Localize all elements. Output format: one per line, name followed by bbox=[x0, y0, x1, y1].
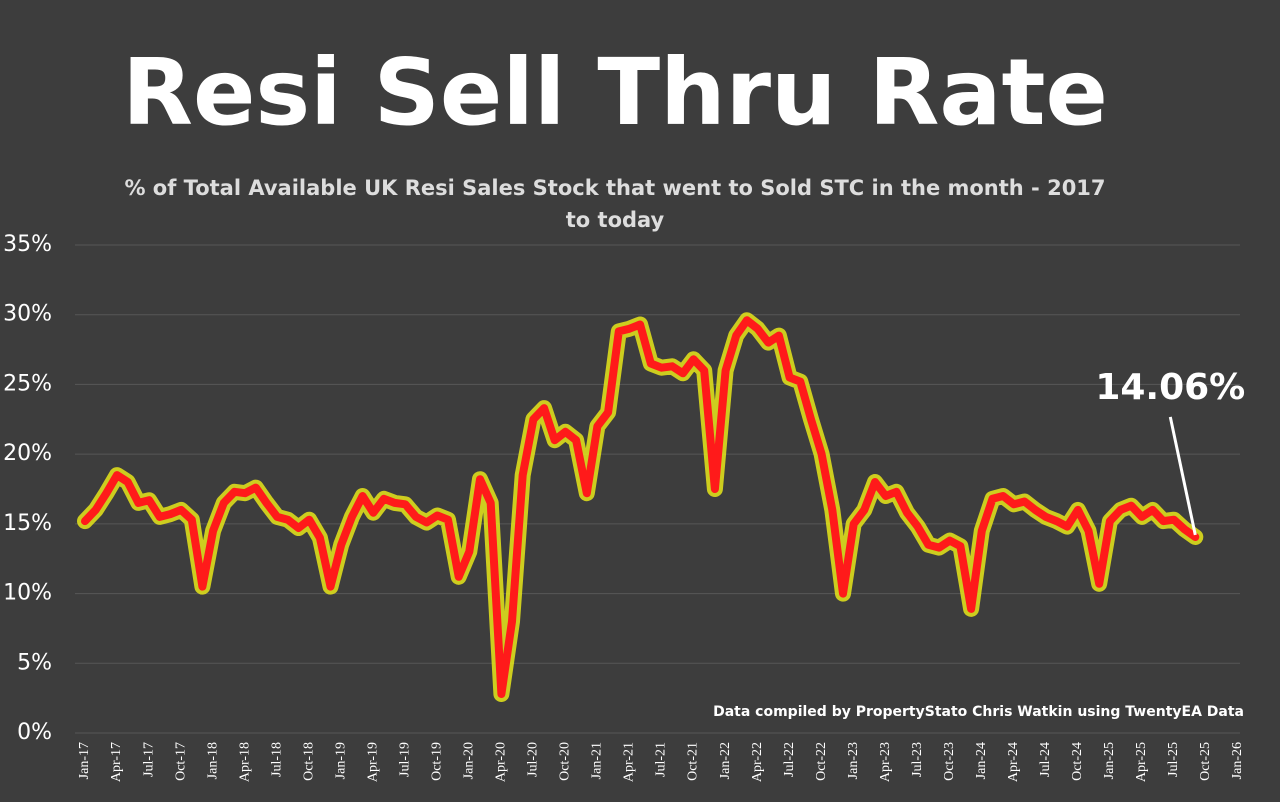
y-tick-label: 25% bbox=[3, 371, 52, 396]
x-tick-label: Apr-25 bbox=[1134, 742, 1149, 782]
x-tick-label: Oct-22 bbox=[814, 742, 829, 781]
x-tick-label: Jul-25 bbox=[1166, 742, 1181, 777]
x-tick-label: Apr-24 bbox=[1006, 742, 1021, 782]
source-note: Data compiled by PropertyStato Chris Wat… bbox=[713, 704, 1244, 720]
x-tick-label: Jan-20 bbox=[462, 742, 477, 779]
x-tick-label: Jan-26 bbox=[1230, 742, 1245, 779]
y-tick-label: 35% bbox=[3, 232, 52, 257]
x-tick-label: Oct-21 bbox=[686, 742, 701, 781]
chart-subtitle: % of Total Available UK Resi Sales Stock… bbox=[124, 176, 1106, 232]
x-tick-label: Apr-19 bbox=[365, 742, 380, 782]
x-tick-label: Jul-20 bbox=[526, 742, 541, 777]
x-tick-label: Apr-21 bbox=[622, 742, 637, 782]
x-tick-label: Apr-18 bbox=[237, 742, 252, 782]
y-tick-label: 30% bbox=[3, 302, 52, 327]
x-tick-label: Oct-19 bbox=[430, 742, 445, 781]
x-tick-label: Apr-22 bbox=[750, 742, 765, 782]
x-tick-label: Oct-18 bbox=[301, 742, 316, 781]
x-tick-label: Oct-24 bbox=[1070, 742, 1085, 781]
y-tick-label: 15% bbox=[3, 511, 52, 536]
y-tick-label: 10% bbox=[3, 581, 52, 606]
x-tick-label: Jul-23 bbox=[910, 742, 925, 777]
x-tick-label: Jan-22 bbox=[718, 742, 733, 779]
x-tick-label: Jan-17 bbox=[77, 742, 92, 779]
y-tick-label: 0% bbox=[17, 720, 52, 745]
x-tick-label: Jul-17 bbox=[141, 742, 156, 777]
line bbox=[81, 316, 1200, 698]
x-tick-label: Apr-23 bbox=[878, 742, 893, 782]
x-tick-label: Jul-22 bbox=[782, 742, 797, 777]
x-tick-label: Jul-24 bbox=[1038, 742, 1053, 777]
x-tick-label: Jan-18 bbox=[205, 742, 220, 779]
x-tick-label: Jan-21 bbox=[590, 742, 605, 779]
x-tick-label: Oct-20 bbox=[558, 742, 573, 781]
x-tick-label: Oct-23 bbox=[942, 742, 957, 781]
x-tick-label: Jul-21 bbox=[654, 742, 669, 777]
y-tick-label: 20% bbox=[3, 441, 52, 466]
x-tick-label: Jan-24 bbox=[974, 742, 989, 779]
x-tick-label: Jul-19 bbox=[397, 742, 412, 777]
x-tick-label: Oct-25 bbox=[1198, 742, 1213, 781]
x-tick-label: Apr-20 bbox=[494, 742, 509, 782]
x-tick-label: Oct-17 bbox=[173, 742, 188, 781]
x-tick-label: Apr-17 bbox=[109, 742, 124, 782]
y-tick-label: 5% bbox=[17, 650, 52, 675]
x-tick-label: Jan-25 bbox=[1102, 742, 1117, 779]
annotation-arrow bbox=[1168, 416, 1197, 536]
x-tick-label: Jul-18 bbox=[269, 742, 284, 777]
value-label: 14.06% bbox=[1095, 367, 1245, 408]
x-tick-label: Jan-23 bbox=[846, 742, 861, 779]
chart-title: Resi Sell Thru Rate bbox=[122, 39, 1108, 146]
x-tick-label: Jan-19 bbox=[333, 742, 348, 779]
